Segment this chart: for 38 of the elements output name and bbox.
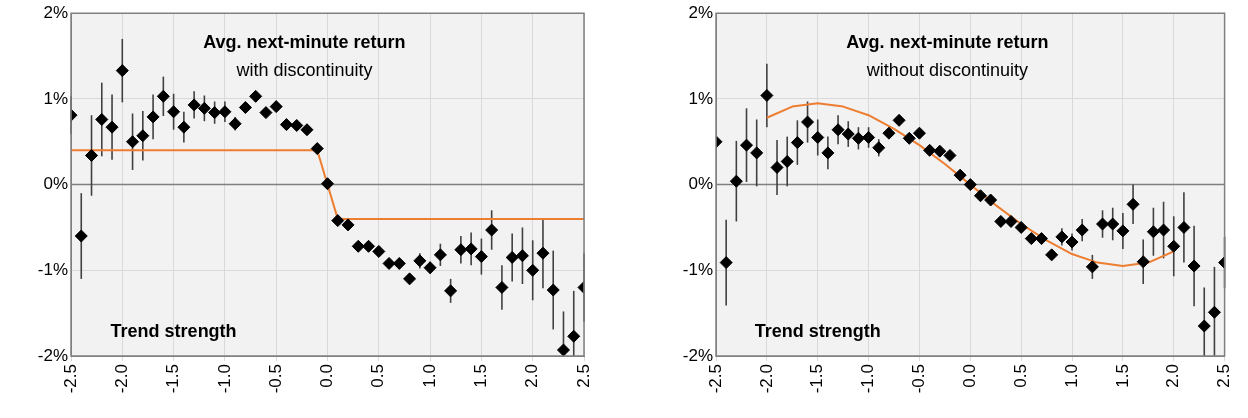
y-tick-label: 0% bbox=[688, 174, 713, 194]
y-tick-label: 2% bbox=[688, 2, 713, 22]
x-tick-label: 0.5 bbox=[1010, 364, 1030, 388]
y-tick-label: -2% bbox=[682, 345, 713, 365]
x-tick-label: -2.5 bbox=[60, 364, 80, 394]
text: Avg. next-minute return bbox=[846, 32, 1049, 53]
x-tick-label: -2.0 bbox=[111, 364, 131, 394]
y-tick-label: 0% bbox=[43, 174, 68, 194]
x-tick-label: -2.0 bbox=[756, 364, 776, 394]
x-tick-label: 0.0 bbox=[317, 364, 337, 388]
x-tick-label: -1.0 bbox=[214, 364, 234, 394]
text: without discontinuity bbox=[865, 60, 1028, 81]
x-tick-label: -1.5 bbox=[163, 364, 183, 394]
text: with discontinuity bbox=[235, 60, 373, 81]
x-tick-label: -2.5 bbox=[705, 364, 725, 394]
x-tick-label: 0.5 bbox=[368, 364, 388, 388]
y-tick-label: 1% bbox=[688, 88, 713, 108]
x-axis-title: Trend strength bbox=[754, 320, 881, 341]
x-tick-label: 1.5 bbox=[1112, 364, 1132, 388]
x-tick-label: 1.5 bbox=[471, 364, 491, 388]
y-tick-label: -2% bbox=[37, 345, 68, 365]
y-tick-label: -1% bbox=[37, 259, 68, 279]
x-tick-label: 2.0 bbox=[522, 364, 542, 388]
text: Avg. next-minute return bbox=[203, 32, 406, 53]
x-tick-label: 1.0 bbox=[1061, 364, 1081, 388]
x-tick-label: 2.5 bbox=[1214, 364, 1234, 388]
x-tick-label: -0.5 bbox=[909, 364, 929, 394]
x-tick-label: 0.0 bbox=[959, 364, 979, 388]
x-tick-label: -1.0 bbox=[858, 364, 878, 394]
y-tick-label: 1% bbox=[43, 88, 68, 108]
x-tick-label: 2.0 bbox=[1163, 364, 1183, 388]
x-tick-label: 1.0 bbox=[419, 364, 439, 388]
y-tick-label: -1% bbox=[682, 259, 713, 279]
x-tick-label: -1.5 bbox=[807, 364, 827, 394]
x-tick-label: -0.5 bbox=[265, 364, 285, 394]
x-tick-label: 2.5 bbox=[573, 364, 593, 388]
y-tick-label: 2% bbox=[43, 2, 68, 22]
x-axis-title: Trend strength bbox=[110, 320, 237, 341]
